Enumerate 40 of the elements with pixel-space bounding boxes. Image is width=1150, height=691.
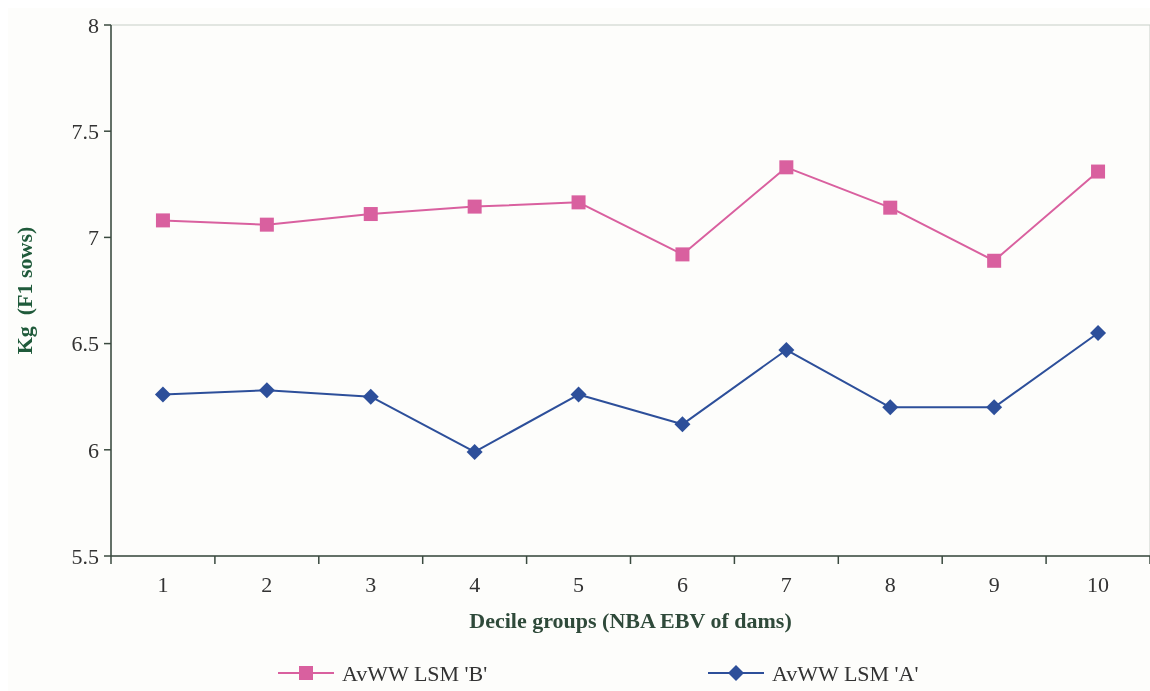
x-tick-label: 9 — [988, 572, 1000, 597]
y-tick-label: 5.5 — [71, 543, 99, 569]
point — [363, 207, 378, 222]
y-axis-title: Kg (F1 sows) — [12, 226, 37, 355]
y-tick-label: 6.5 — [71, 331, 99, 357]
point — [466, 443, 483, 460]
x-tick-label: 5 — [573, 572, 585, 597]
x-tick-label: 10 — [1087, 572, 1110, 597]
x-tick-label: 2 — [261, 572, 273, 597]
point — [1091, 164, 1106, 179]
y-tick-label: 8 — [88, 12, 99, 38]
point — [259, 217, 274, 232]
x-tick-label: 1 — [157, 572, 169, 597]
point — [882, 399, 899, 416]
point — [154, 386, 171, 403]
point — [362, 388, 379, 405]
point — [779, 160, 794, 175]
point — [155, 213, 170, 228]
x-tick-label: 7 — [780, 572, 792, 597]
point — [258, 382, 275, 399]
point — [987, 253, 1002, 268]
x-tick-label: 4 — [469, 572, 481, 597]
point — [883, 200, 898, 215]
y-tick-label: 7 — [88, 225, 99, 251]
point — [1090, 324, 1107, 341]
point — [986, 399, 1003, 416]
x-axis-title: Decile groups (NBA EBV of dams) — [469, 608, 792, 633]
point — [467, 199, 482, 214]
y-tick-label: 6 — [88, 437, 99, 463]
x-tick-label: 3 — [365, 572, 377, 597]
x-tick-label: 8 — [884, 572, 896, 597]
y-tick-label: 7.5 — [71, 118, 99, 144]
point — [570, 386, 587, 403]
point — [675, 247, 690, 262]
point — [778, 341, 795, 358]
point — [571, 195, 586, 210]
legend-label: AvWW LSM 'A' — [772, 660, 919, 686]
legend-label: AvWW LSM 'B' — [342, 660, 488, 686]
point — [674, 416, 691, 433]
x-tick-label: 6 — [676, 572, 688, 597]
